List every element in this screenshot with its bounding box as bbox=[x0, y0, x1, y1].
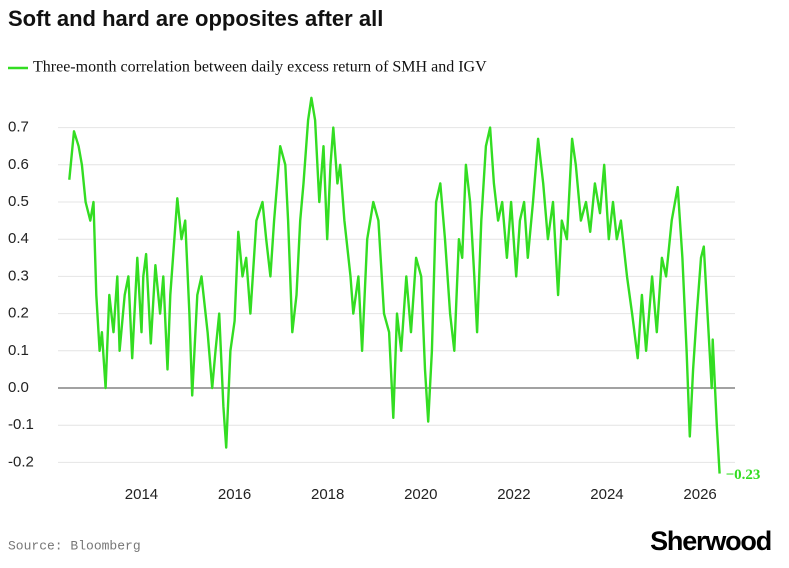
brand-logo: Sherwood bbox=[650, 526, 771, 556]
x-tick-label: 2024 bbox=[590, 486, 623, 503]
x-tick-label: 2020 bbox=[404, 486, 437, 503]
x-tick-label: 2014 bbox=[125, 486, 158, 503]
y-tick-label: 0.4 bbox=[8, 230, 29, 247]
legend-label: Three-month correlation between daily ex… bbox=[33, 59, 487, 76]
x-tick-label: 2016 bbox=[218, 486, 251, 503]
x-tick-label: 2026 bbox=[683, 486, 716, 503]
y-tick-label: 0.1 bbox=[8, 342, 29, 359]
x-tick-label: 2018 bbox=[311, 486, 344, 503]
y-tick-label: 0.3 bbox=[8, 267, 29, 284]
source: Source: Bloomberg bbox=[8, 538, 141, 553]
y-tick-label: 0.5 bbox=[8, 193, 29, 210]
y-tick-label: 0.0 bbox=[8, 379, 29, 396]
y-tick-label: 0.7 bbox=[8, 119, 29, 136]
y-tick-label: 0.2 bbox=[8, 305, 29, 322]
x-tick-label: 2022 bbox=[497, 486, 530, 503]
end-label: −0.23 bbox=[726, 467, 761, 483]
series-line bbox=[68, 96, 721, 474]
chart-title: Soft and hard are opposites after all bbox=[8, 6, 383, 31]
y-tick-label: 0.6 bbox=[8, 156, 29, 173]
y-tick-label: -0.2 bbox=[8, 453, 34, 470]
y-tick-label: -0.1 bbox=[8, 416, 34, 433]
